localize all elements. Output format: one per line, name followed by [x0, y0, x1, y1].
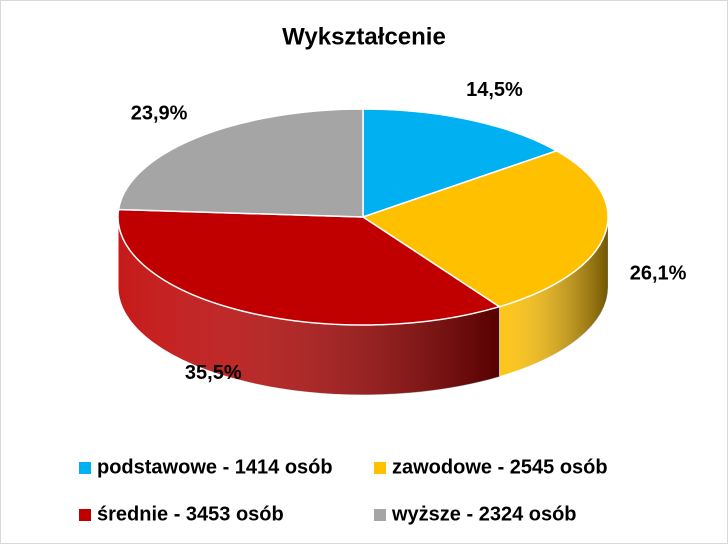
slice-side-shade — [118, 217, 500, 395]
legend-label: zawodowe - 2545 osób — [392, 456, 608, 478]
data-label: 14,5% — [466, 79, 523, 101]
legend-marker — [374, 509, 386, 521]
legend-label: średnie - 3453 osób — [97, 503, 284, 525]
legend-marker — [79, 509, 91, 521]
pie-slice — [361, 149, 609, 308]
data-label: 35,5% — [185, 362, 242, 384]
pie-slice — [362, 108, 559, 219]
slice-side-shade — [499, 217, 608, 377]
legend-marker — [79, 462, 91, 474]
pie-slice — [117, 108, 364, 218]
legend-label: wyższe - 2324 osób — [391, 503, 577, 525]
legend-marker — [374, 462, 386, 474]
pie-slice — [117, 208, 502, 326]
data-label: 26,1% — [630, 263, 687, 285]
legend-label: podstawowe - 1414 osób — [97, 456, 333, 478]
data-label: 23,9% — [131, 103, 188, 125]
chart-title: Wykształcenie — [282, 23, 446, 50]
